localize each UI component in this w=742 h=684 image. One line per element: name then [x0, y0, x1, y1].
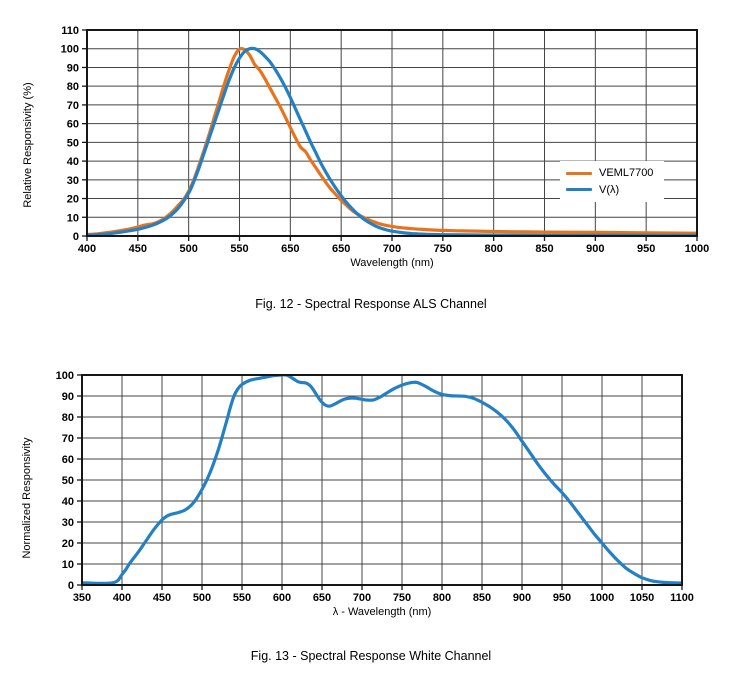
svg-text:750: 750 — [393, 592, 411, 604]
svg-text:550: 550 — [230, 243, 248, 255]
svg-text:1000: 1000 — [685, 243, 709, 255]
fig12-x-axis-title: Wavelength (nm) — [350, 257, 434, 269]
svg-text:600: 600 — [273, 592, 291, 604]
plot-frame — [81, 374, 683, 586]
svg-text:400: 400 — [113, 592, 131, 604]
svg-text:10: 10 — [62, 559, 74, 571]
svg-text:10: 10 — [67, 212, 79, 224]
x-tick-labels: 400 450 500 550 650 650 700 750 800 850 900 950 1000 — [78, 243, 709, 255]
fig12-caption: Fig. 12 - Spectral Response ALS Channel — [255, 297, 487, 311]
y-tick-labels: 0 10 20 30 40 50 60 70 80 90 100 — [56, 370, 74, 592]
svg-text:90: 90 — [67, 62, 79, 74]
svg-text:80: 80 — [67, 81, 79, 93]
svg-text:800: 800 — [484, 243, 502, 255]
svg-text:650: 650 — [281, 243, 299, 255]
als-channel-chart: 400 450 500 550 650 650 700 750 800 850 900 950 1000… — [61, 25, 710, 255]
svg-text:900: 900 — [586, 243, 604, 255]
white-channel-chart: 350 400 450 500 550 600 650 700 750 800 850 900 950 1… — [56, 370, 694, 604]
svg-text:100: 100 — [61, 44, 79, 56]
svg-text:700: 700 — [353, 592, 371, 604]
svg-text:550: 550 — [233, 592, 251, 604]
curves — [87, 46, 697, 236]
curve-white-channel — [82, 375, 682, 585]
svg-text:60: 60 — [67, 119, 79, 131]
svg-text:700: 700 — [383, 243, 401, 255]
svg-text:90: 90 — [62, 391, 74, 403]
svg-text:400: 400 — [78, 243, 96, 255]
fig13-caption: Fig. 13 - Spectral Response White Channe… — [250, 649, 492, 663]
fig13-x-axis-title: λ - Wavelength (nm) — [332, 606, 432, 618]
grid-lines — [82, 375, 682, 585]
svg-text:0: 0 — [68, 580, 74, 592]
svg-text:750: 750 — [434, 243, 452, 255]
svg-text:500: 500 — [193, 592, 211, 604]
svg-text:850: 850 — [535, 243, 553, 255]
curves — [82, 375, 682, 585]
svg-text:20: 20 — [67, 194, 79, 206]
svg-text:80: 80 — [62, 412, 74, 424]
svg-text:70: 70 — [62, 433, 74, 445]
svg-text:30: 30 — [62, 517, 74, 529]
legend-entry-v-lambda: V(λ) — [566, 182, 658, 198]
veml7700-line-swatch — [566, 171, 592, 175]
legend-label-v-lambda: V(λ) — [599, 183, 620, 196]
svg-text:650: 650 — [313, 592, 331, 604]
svg-text:450: 450 — [129, 243, 147, 255]
plot-frame — [86, 29, 698, 237]
svg-text:950: 950 — [637, 243, 655, 255]
curve-v-lambda — [87, 46, 697, 236]
svg-text:40: 40 — [67, 156, 79, 168]
svg-text:0: 0 — [73, 231, 79, 243]
svg-text:50: 50 — [67, 137, 79, 149]
svg-text:70: 70 — [67, 100, 79, 112]
svg-text:60: 60 — [62, 454, 74, 466]
svg-text:30: 30 — [67, 175, 79, 187]
svg-text:500: 500 — [179, 243, 197, 255]
svg-text:1100: 1100 — [670, 592, 694, 604]
tick-marks — [77, 374, 683, 590]
svg-text:1000: 1000 — [590, 592, 614, 604]
svg-text:20: 20 — [62, 538, 74, 550]
x-tick-labels: 350 400 450 500 550 600 650 700 750 800 850 900 950 1… — [73, 592, 694, 604]
legend-entry-veml7700: VEML7700 — [566, 165, 658, 181]
svg-text:650: 650 — [332, 243, 350, 255]
svg-text:900: 900 — [513, 592, 531, 604]
fig13-y-axis-title: Normalized Responsivity — [21, 437, 33, 559]
svg-text:1050: 1050 — [630, 592, 654, 604]
svg-text:450: 450 — [153, 592, 171, 604]
svg-text:40: 40 — [62, 496, 74, 508]
svg-text:110: 110 — [61, 25, 79, 37]
svg-text:800: 800 — [433, 592, 451, 604]
svg-text:850: 850 — [473, 592, 491, 604]
y-tick-labels: 0 10 20 30 40 50 60 70 80 90 100 110 — [61, 25, 79, 243]
fig12-y-axis-title: Relative Responsivity (%) — [22, 82, 34, 208]
v-lambda-line-swatch — [566, 188, 592, 192]
svg-text:350: 350 — [73, 592, 91, 604]
legend-label-veml7700: VEML7700 — [599, 167, 654, 180]
svg-text:50: 50 — [62, 475, 74, 487]
svg-text:950: 950 — [553, 592, 571, 604]
svg-text:100: 100 — [56, 370, 74, 382]
fig12-legend: VEML7700 V(λ) — [560, 161, 664, 202]
